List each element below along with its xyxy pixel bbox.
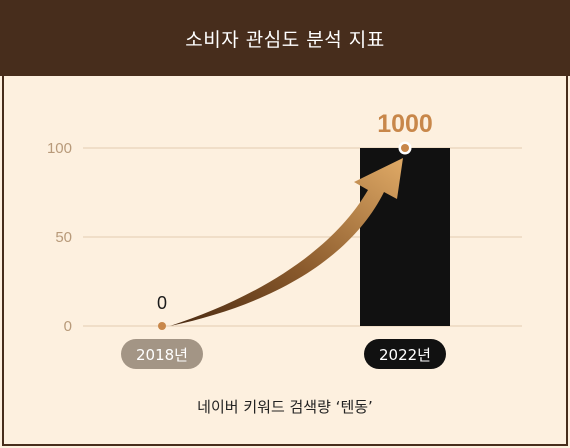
y-tick-label: 50 [55, 229, 72, 246]
chart-title: 소비자 관심도 분석 지표 [185, 28, 385, 51]
growth-arrow [170, 158, 403, 326]
header-bar: 소비자 관심도 분석 지표 [0, 0, 570, 76]
y-tick-label: 100 [47, 140, 72, 157]
chart-caption: 네이버 키워드 검색량 ‘텐동’ [197, 398, 373, 416]
category-pill-1 [364, 339, 446, 369]
point-0 [158, 322, 166, 330]
category-pills: 2018년 2022년 [121, 339, 446, 369]
category-pill-0 [121, 339, 203, 369]
value-label-1: 1000 [377, 110, 433, 138]
category-label-1: 2022년 [379, 346, 431, 364]
value-label-0: 0 [157, 293, 167, 313]
category-label-0: 2018년 [136, 346, 188, 364]
point-layer: 0 1000 [157, 110, 433, 330]
y-tick-label: 0 [64, 318, 72, 335]
grid-layer [83, 147, 522, 327]
y-axis-ticks: 0 50 100 [47, 140, 72, 335]
point-1 [401, 144, 409, 152]
